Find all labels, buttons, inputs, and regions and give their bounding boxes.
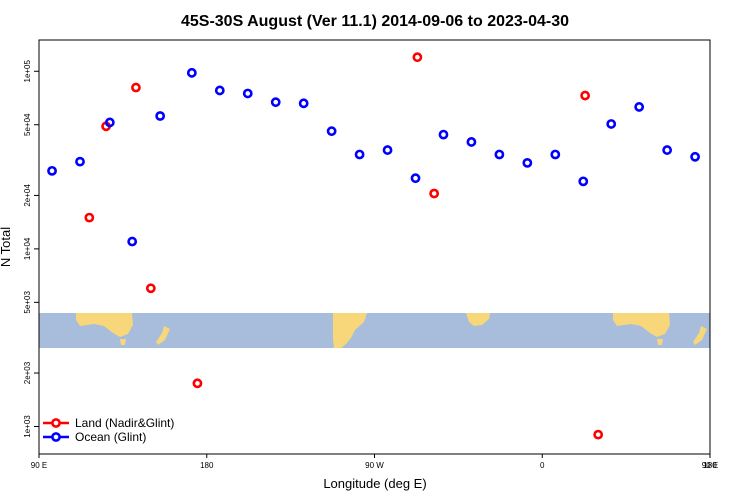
ocean-point: [326, 126, 337, 137]
land-point: [192, 378, 203, 389]
land-new-zealand-west: [156, 326, 170, 345]
land-australia-east: [613, 313, 670, 337]
land-point: [145, 283, 156, 294]
x-tick-label: 90 W: [365, 461, 384, 470]
plot-frame: [38, 39, 711, 455]
data-points: [47, 52, 700, 440]
y-tick-label: 1e+05: [23, 59, 32, 82]
ocean-point: [662, 145, 673, 155]
ocean-point: [104, 117, 115, 128]
ocean-point: [606, 119, 617, 129]
x-tick-label: 90 E: [702, 461, 718, 470]
y-tick-label: 2e+03: [23, 361, 32, 384]
land-africa: [466, 313, 490, 326]
chart-title: 45S-30S August (Ver 11.1) 2014-09-06 to …: [181, 13, 569, 30]
land-tasmania-west: [120, 339, 126, 345]
land-south-america: [333, 313, 367, 348]
ocean-point: [47, 165, 57, 176]
ocean-point: [270, 97, 281, 108]
ocean-point: [690, 151, 700, 162]
ocean-point: [214, 85, 225, 96]
legend-swatch-marker: [51, 418, 61, 428]
x-tick-label: 180: [703, 461, 717, 470]
x-tick-label: 0: [540, 461, 545, 470]
land-tasmania-east: [657, 339, 663, 345]
y-tick-label: 2e+04: [23, 184, 32, 207]
land-new-zealand-east: [693, 326, 707, 345]
x-axis-label: Longitude (deg E): [323, 476, 426, 491]
ocean-point: [634, 102, 645, 112]
y-tick-label: 1e+04: [23, 237, 32, 260]
legend-swatch-marker: [51, 432, 61, 442]
ocean-point: [354, 149, 365, 160]
ocean-point: [298, 98, 309, 109]
map-land: [76, 313, 707, 348]
ocean-point: [550, 149, 561, 160]
map-strip: [39, 313, 710, 348]
y-axis: 1e+03 2e+03 5e+03 1e+04 2e+04 5e+04 1e+05: [23, 59, 39, 438]
ocean-point: [522, 157, 533, 168]
ocean-point: [186, 67, 197, 78]
ocean-point: [75, 156, 85, 167]
land-australia-west: [76, 313, 133, 337]
land-point: [593, 429, 604, 440]
ocean-point: [466, 137, 477, 147]
land-point: [84, 212, 95, 223]
x-tick-label: 180: [200, 461, 214, 470]
y-tick-label: 5e+04: [23, 113, 32, 136]
land-point: [131, 82, 141, 93]
land-point: [429, 188, 440, 199]
ocean-point: [242, 88, 253, 99]
y-tick-label: 5e+03: [23, 291, 32, 314]
legend: Land (Nadir&Glint)Ocean (Glint): [43, 416, 174, 444]
legend-label: Land (Nadir&Glint): [75, 416, 174, 430]
ocean-point: [155, 111, 166, 121]
x-tick-label: 90 E: [31, 461, 47, 470]
y-axis-label: N Total: [0, 227, 13, 267]
map-ocean: [39, 313, 710, 348]
ocean-point: [494, 149, 505, 160]
y-tick-label: 1e+03: [23, 415, 32, 438]
ocean-point: [127, 236, 138, 247]
land-point: [580, 90, 591, 101]
legend-label: Ocean (Glint): [75, 430, 146, 444]
land-point: [412, 52, 423, 63]
ocean-point: [410, 173, 421, 184]
ocean-point: [578, 176, 589, 187]
ocean-point: [438, 129, 449, 140]
ocean-point: [382, 145, 393, 155]
